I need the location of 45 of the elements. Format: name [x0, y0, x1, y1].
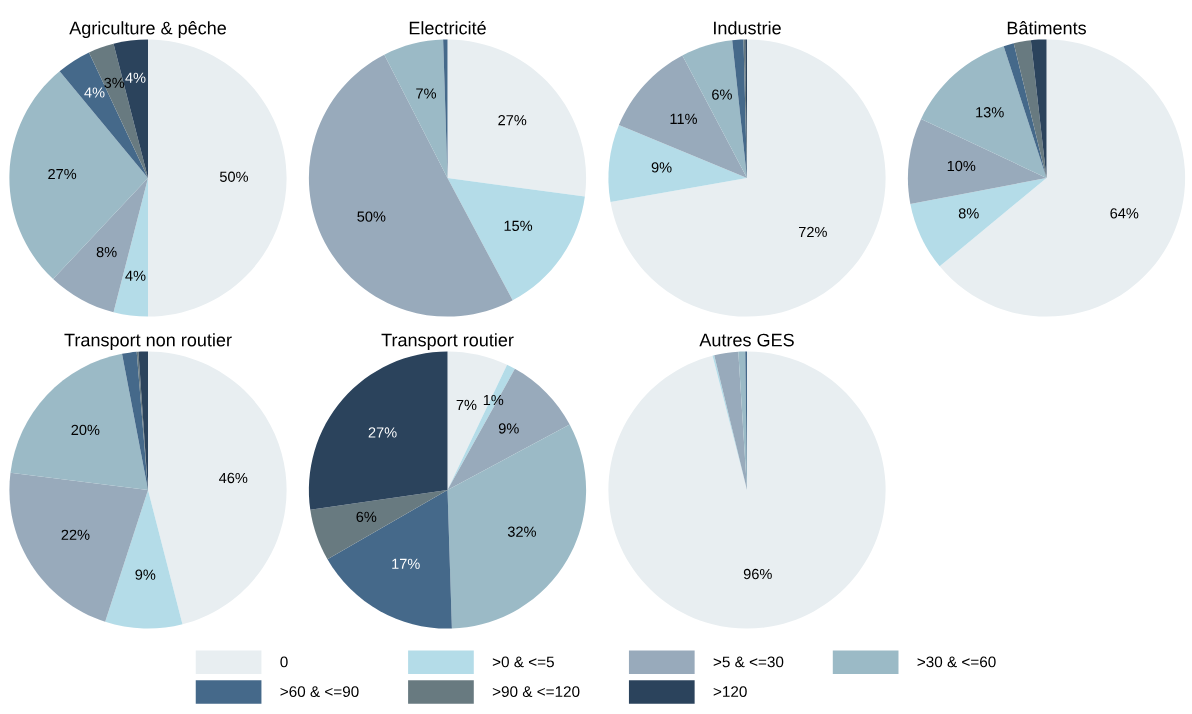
data-label: 27%: [48, 168, 77, 180]
data-label: 4%: [125, 72, 146, 83]
data-label: 27%: [498, 115, 527, 126]
data-label: 9%: [498, 423, 519, 434]
data-label: 22%: [61, 529, 90, 540]
data-label: 13%: [976, 107, 1004, 118]
data-label: 9%: [135, 569, 156, 580]
data-label: 6%: [356, 511, 377, 523]
data-label: 72%: [799, 226, 827, 238]
data-label: 96%: [743, 568, 772, 580]
chart-title: Electricité: [409, 20, 486, 35]
chart-title: Bâtiments: [1007, 21, 1086, 35]
data-label: 4%: [84, 87, 105, 98]
data-label: 46%: [219, 472, 248, 484]
chart-title: Transport non routier: [64, 333, 232, 350]
data-label: 11%: [670, 113, 698, 124]
data-label: 10%: [947, 160, 976, 172]
data-label: 64%: [1110, 208, 1139, 219]
legend-label: 0: [280, 656, 288, 668]
data-label: 9%: [651, 162, 672, 173]
data-label: 3%: [104, 77, 125, 89]
legend-label: >5 & <=30: [713, 656, 784, 668]
chart-title: Industrie: [714, 21, 781, 35]
data-label: 7%: [416, 88, 437, 99]
data-label: 1%: [483, 394, 504, 406]
legend-label: >0 & <=5: [492, 656, 554, 668]
data-label: 20%: [71, 424, 100, 436]
data-label: 8%: [958, 208, 979, 219]
data-label: 6%: [712, 89, 732, 100]
legend-label: >60 & <=90: [280, 686, 359, 698]
chart-title: Transport routier: [381, 333, 514, 350]
data-label: 8%: [96, 246, 117, 258]
data-label: 7%: [456, 399, 477, 411]
data-label: 15%: [504, 220, 533, 231]
legend-label: >90 & <=120: [492, 686, 580, 698]
chart-title: Autres GES: [699, 333, 794, 347]
data-label: 50%: [219, 171, 249, 182]
data-label: 17%: [392, 558, 420, 569]
data-label: 27%: [368, 427, 397, 438]
legend-label: >30 & <=60: [917, 656, 996, 668]
chart-title: Agriculture & pêche: [69, 21, 226, 38]
data-label: 50%: [357, 211, 386, 222]
data-label: 32%: [507, 526, 536, 537]
data-label: 4%: [125, 270, 146, 281]
legend-label: >120: [713, 686, 747, 698]
